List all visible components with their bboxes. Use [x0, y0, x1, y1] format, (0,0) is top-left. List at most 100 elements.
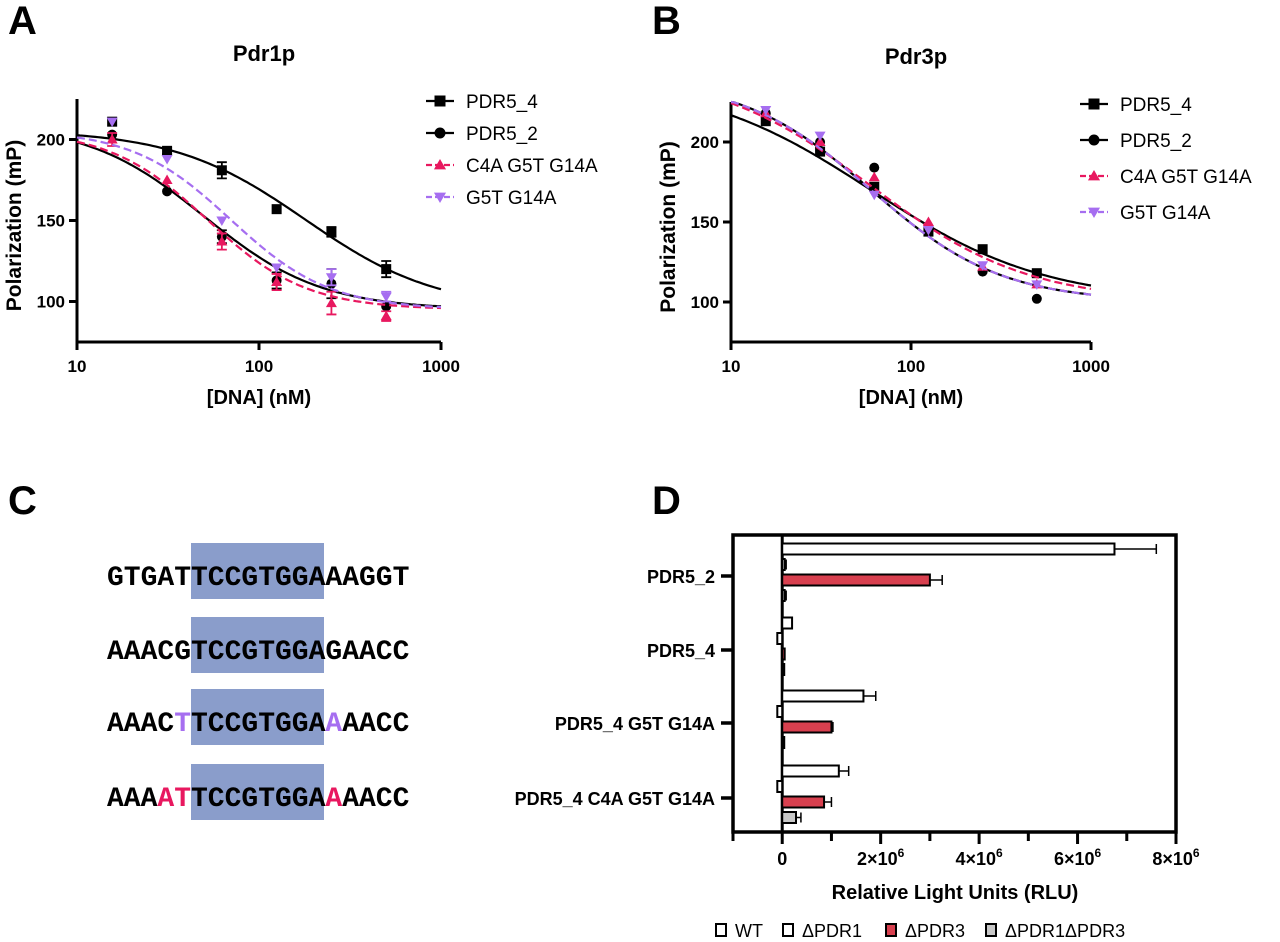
- panel-label-b: B: [652, 0, 681, 43]
- legend-marker: [434, 95, 446, 107]
- data-point: [760, 106, 772, 116]
- bar-ΔPDR3: [781, 720, 833, 734]
- bar-ΔPDR3: [781, 573, 931, 587]
- data-point: [1031, 293, 1042, 304]
- data-point: [271, 276, 283, 287]
- sequence-segment: AAA: [107, 784, 158, 815]
- legend-label: PDR5_2: [1120, 131, 1192, 152]
- legend-marker: [433, 192, 447, 204]
- x-tick-label: 4×106: [955, 846, 1003, 869]
- fit-curve-pdr5_2: [730, 100, 1092, 296]
- data-point: [814, 136, 826, 146]
- legend-label: C4A G5T G14A: [1120, 167, 1252, 188]
- data-point: [922, 226, 934, 236]
- x-tick-label: 8×106: [1152, 846, 1200, 869]
- data-point: [271, 204, 282, 215]
- data-point: [760, 116, 771, 127]
- fit-curve-c4a-g5t-g14a: [76, 140, 442, 310]
- data-point: [815, 146, 826, 157]
- data-point: [325, 273, 337, 283]
- binding-site-highlight: [191, 543, 324, 599]
- bar-ΔPDR1ΔPDR3: [781, 663, 786, 676]
- error-bar: [929, 575, 943, 585]
- y-tick-label: 100: [691, 293, 719, 312]
- y-axis-label: Polarization (mP): [3, 140, 26, 312]
- x-tick-mantissa: 4×10: [955, 849, 996, 869]
- data-point: [106, 117, 118, 128]
- chart-title: Pdr1p: [233, 41, 295, 66]
- bar-ΔPDR1ΔPDR3: [781, 811, 798, 824]
- panel-label-d: D: [652, 479, 681, 523]
- bar-WT: [781, 764, 840, 778]
- bar-ΔPDR1: [776, 780, 784, 793]
- x-tick-label: 0: [777, 849, 787, 869]
- x-tick-exponent: 6: [898, 846, 905, 860]
- x-tick-label: 1000: [1072, 357, 1110, 376]
- sequence-segment: AACC: [342, 784, 409, 815]
- x-tick-mantissa: 6×10: [1054, 849, 1095, 869]
- x-tick-label: 10: [722, 357, 741, 376]
- x-axis-label: Relative Light Units (RLU): [832, 882, 1079, 904]
- data-point: [216, 216, 228, 226]
- data-point: [271, 263, 283, 273]
- chart-title: Pdr3p: [885, 44, 947, 69]
- x-tick-label: 100: [245, 357, 273, 376]
- sequence-segment: AAAC: [107, 709, 174, 740]
- bar-ΔPDR3: [781, 647, 786, 661]
- bar-ΔPDR1: [776, 632, 784, 645]
- data-point: [868, 171, 880, 182]
- x-tick-exponent: 6: [996, 846, 1003, 860]
- error-bar: [796, 812, 802, 823]
- y-tick-label: 200: [691, 133, 719, 152]
- data-point: [161, 174, 173, 184]
- bar-ΔPDR1ΔPDR3: [781, 589, 786, 602]
- error-bar: [824, 797, 833, 807]
- sequence-segment: T: [174, 709, 191, 740]
- legend-marker: [1087, 207, 1101, 219]
- panel-b-chart: Pdr3p 10 100 1000 100 150 200 [DNA] (nM) Polariz…: [657, 44, 1252, 409]
- category-label: PDR5_2: [647, 567, 715, 587]
- sequence-segment: TCCGTGGA: [191, 784, 326, 815]
- bar-ΔPDR1ΔPDR3: [781, 736, 786, 749]
- sequence-segment: TCCGTGGA: [191, 709, 326, 740]
- y-tick-label: 100: [37, 293, 65, 312]
- bar-ΔPDR1: [781, 558, 786, 571]
- x-tick-exponent: 6: [1193, 846, 1200, 860]
- x-tick-mantissa: 8×10: [1152, 849, 1193, 869]
- error-bar: [838, 766, 850, 776]
- error-bar: [831, 722, 834, 732]
- panel-label-a: A: [8, 0, 37, 43]
- sequence-segment: AT: [157, 784, 191, 815]
- data-point: [814, 131, 826, 142]
- error-bar: [1114, 544, 1158, 554]
- bar-WT: [781, 689, 865, 703]
- bar-WT: [781, 616, 794, 630]
- data-point: [161, 154, 173, 165]
- category-label: PDR5_4 C4A G5T G14A: [515, 789, 715, 809]
- panel-a-chart: Pdr1p 10 100 1000 100 150 200 [DNA] (nM) Polariz…: [3, 41, 598, 409]
- fit-curve-g5t-g14a: [730, 100, 1092, 296]
- sequence-segment: A: [325, 784, 342, 815]
- binding-site-highlight: [191, 764, 324, 820]
- x-tick-label: 6×106: [1054, 846, 1102, 869]
- legend-swatch: [985, 923, 997, 937]
- data-point: [1031, 268, 1042, 279]
- error-bar: [863, 691, 877, 701]
- data-point: [977, 261, 989, 271]
- data-point: [106, 134, 118, 144]
- x-tick-label: 10: [68, 357, 87, 376]
- y-tick-label: 150: [37, 212, 65, 231]
- y-tick-label: 200: [37, 131, 65, 150]
- x-tick-label: 100: [897, 357, 925, 376]
- x-tick-exponent: 6: [1094, 846, 1101, 860]
- error-bar: [784, 559, 787, 570]
- x-tick-label: 1000: [422, 357, 460, 376]
- plot-frame: [731, 533, 1178, 834]
- legend-marker: [1088, 98, 1100, 110]
- legend-label: ΔPDR1ΔPDR3: [1005, 921, 1125, 941]
- legend-label: WT: [735, 921, 763, 941]
- x-tick-mantissa: 2×10: [857, 849, 898, 869]
- data-point: [868, 190, 880, 201]
- sequence-segment: AAACGTCCGTGGAGAACC: [107, 637, 410, 668]
- data-point: [216, 236, 228, 246]
